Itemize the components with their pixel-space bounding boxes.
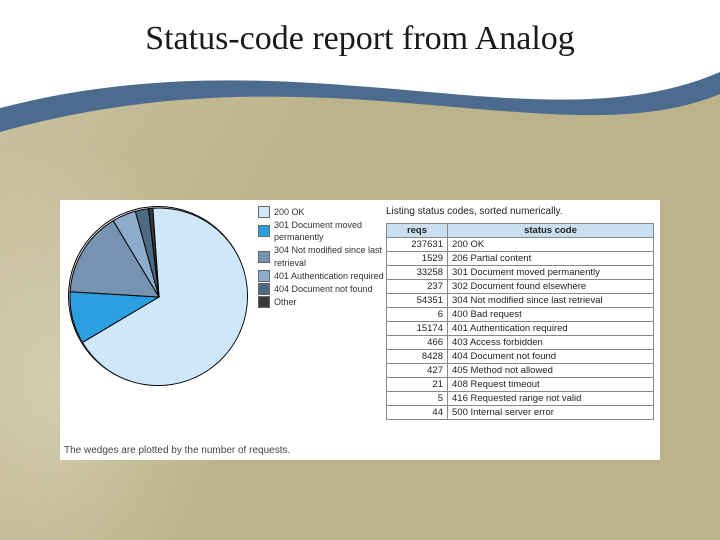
table-row: 21408 Request timeout xyxy=(387,378,654,392)
reqs-cell: 21 xyxy=(387,378,448,392)
legend-swatch xyxy=(258,206,270,218)
slide: Status-code report from Analog 200 OK301… xyxy=(0,0,720,540)
slide-title: Status-code report from Analog xyxy=(0,20,720,58)
table-row: 237631200 OK xyxy=(387,238,654,252)
legend-label: 200 OK xyxy=(274,206,305,218)
table-row: 427405 Method not allowed xyxy=(387,364,654,378)
pie-chart-panel: 200 OK301 Document moved permanently304 … xyxy=(60,200,384,460)
status-code-cell: 403 Access forbidden xyxy=(448,336,654,350)
table-header-cell: reqs xyxy=(387,224,448,238)
legend-label: 301 Document moved permanently xyxy=(274,219,384,243)
status-table-panel: Listing status codes, sorted numerically… xyxy=(384,200,660,460)
legend-item: 401 Authentication required xyxy=(258,270,384,282)
legend-item: 304 Not modified since last retrieval xyxy=(258,244,384,268)
table-row: 54351304 Not modified since last retriev… xyxy=(387,294,654,308)
reqs-cell: 33258 xyxy=(387,266,448,280)
reqs-cell: 427 xyxy=(387,364,448,378)
slide-header: Status-code report from Analog xyxy=(0,0,720,156)
legend-swatch xyxy=(258,270,270,282)
pie-chart xyxy=(69,207,248,386)
status-code-cell: 301 Document moved permanently xyxy=(448,266,654,280)
table-caption: Listing status codes, sorted numerically… xyxy=(386,206,654,217)
reqs-cell: 237 xyxy=(387,280,448,294)
status-code-cell: 405 Method not allowed xyxy=(448,364,654,378)
reqs-cell: 1529 xyxy=(387,252,448,266)
reqs-cell: 15174 xyxy=(387,322,448,336)
table-row: 5416 Requested range not valid xyxy=(387,392,654,406)
table-row: 44500 Internal server error xyxy=(387,406,654,420)
status-table: reqsstatus code237631200 OK1529206 Parti… xyxy=(386,223,654,420)
reqs-cell: 44 xyxy=(387,406,448,420)
table-row: 466403 Access forbidden xyxy=(387,336,654,350)
status-code-cell: 400 Bad request xyxy=(448,308,654,322)
reqs-cell: 5 xyxy=(387,392,448,406)
table-row: 15174401 Authentication required xyxy=(387,322,654,336)
pie-caption: The wedges are plotted by the number of … xyxy=(64,445,290,456)
table-header-row: reqsstatus code xyxy=(387,224,654,238)
legend-label: Other xyxy=(274,296,297,308)
reqs-cell: 6 xyxy=(387,308,448,322)
status-code-cell: 206 Partial content xyxy=(448,252,654,266)
status-code-cell: 416 Requested range not valid xyxy=(448,392,654,406)
legend-label: 304 Not modified since last retrieval xyxy=(274,244,384,268)
legend-item: 200 OK xyxy=(258,206,384,218)
reqs-cell: 237631 xyxy=(387,238,448,252)
table-row: 6400 Bad request xyxy=(387,308,654,322)
legend-swatch xyxy=(258,251,270,263)
table-row: 237302 Document found elsewhere xyxy=(387,280,654,294)
legend-label: 404 Document not found xyxy=(274,283,373,295)
legend-swatch xyxy=(258,225,270,237)
pie-border xyxy=(68,206,248,386)
status-code-cell: 408 Request timeout xyxy=(448,378,654,392)
reqs-cell: 54351 xyxy=(387,294,448,308)
legend-item: 404 Document not found xyxy=(258,283,384,295)
status-code-cell: 304 Not modified since last retrieval xyxy=(448,294,654,308)
reqs-cell: 466 xyxy=(387,336,448,350)
reqs-cell: 8428 xyxy=(387,350,448,364)
table-header-cell: status code xyxy=(448,224,654,238)
status-code-cell: 500 Internal server error xyxy=(448,406,654,420)
status-code-cell: 200 OK xyxy=(448,238,654,252)
legend-swatch xyxy=(258,296,270,308)
pie-legend: 200 OK301 Document moved permanently304 … xyxy=(258,206,384,309)
table-row: 8428404 Document not found xyxy=(387,350,654,364)
status-code-cell: 302 Document found elsewhere xyxy=(448,280,654,294)
content-panel: 200 OK301 Document moved permanently304 … xyxy=(60,200,660,460)
pie-wrap xyxy=(68,206,248,386)
legend-item: Other xyxy=(258,296,384,308)
legend-item: 301 Document moved permanently xyxy=(258,219,384,243)
status-code-cell: 404 Document not found xyxy=(448,350,654,364)
legend-label: 401 Authentication required xyxy=(274,270,384,282)
status-code-cell: 401 Authentication required xyxy=(448,322,654,336)
table-row: 33258301 Document moved permanently xyxy=(387,266,654,280)
table-row: 1529206 Partial content xyxy=(387,252,654,266)
legend-swatch xyxy=(258,283,270,295)
